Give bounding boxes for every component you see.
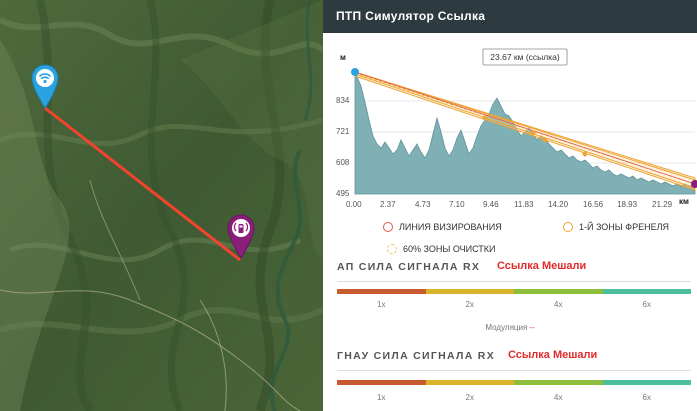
ptp-simulator-panel: ПТП Симулятор Ссылка м км 834 721 608 49…	[323, 0, 697, 411]
ap-signal-status: Ссылка Мешали	[497, 260, 587, 272]
y-tick: 721	[336, 127, 350, 136]
sta-signal-scale: 1x 2x 4x 6x	[337, 393, 691, 402]
y-unit-label: м	[340, 53, 346, 62]
scale-label: 6x	[642, 393, 651, 402]
y-tick: 608	[336, 158, 350, 167]
sta-signal-bar	[337, 380, 691, 385]
ap-signal-bar	[337, 289, 691, 294]
x-unit-label: км	[679, 197, 689, 206]
x-tick: 14.20	[548, 200, 569, 209]
satellite-terrain	[0, 0, 323, 411]
los-swatch-icon	[383, 222, 393, 232]
ap-signal-title: АП СИЛА СИГНАЛА RX	[337, 261, 480, 273]
x-tick: 16.56	[583, 200, 604, 209]
panel-header: ПТП Симулятор Ссылка	[323, 0, 697, 33]
x-tick: 21.29	[652, 200, 673, 209]
legend-fresnel-label: 1-Й ЗОНЫ ФРЕНЕЛЯ	[579, 222, 670, 232]
ap-signal-title-text: АП СИЛА СИГНАЛА RX	[337, 261, 481, 273]
legend-los-label: ЛИНИЯ ВИЗИРОВАНИЯ	[399, 222, 502, 232]
scale-label: 6x	[642, 300, 651, 309]
ap-signal-divider	[337, 281, 691, 282]
radio-tower-icon	[227, 214, 255, 259]
wifi-icon	[31, 64, 59, 109]
legend-clearance-label: 60% ЗОНЫ ОЧИСТКИ	[403, 244, 496, 254]
ap-map-pin[interactable]	[31, 64, 59, 115]
x-tick: 18.93	[617, 200, 638, 209]
x-tick: 4.73	[415, 200, 431, 209]
scale-label: 4x	[554, 393, 563, 402]
sta-signal-divider	[337, 370, 691, 371]
ap-signal-scale: 1x 2x 4x 6x	[337, 300, 691, 309]
legend-los[interactable]: ЛИНИЯ ВИЗИРОВАНИЯ	[383, 222, 502, 232]
legend-fresnel[interactable]: 1-Й ЗОНЫ ФРЕНЕЛЯ	[563, 222, 669, 232]
legend-clearance[interactable]: 60% ЗОНЫ ОЧИСТКИ	[387, 244, 496, 254]
modulation-row: Модуляция --	[323, 323, 697, 332]
clearance-swatch-icon	[387, 244, 397, 254]
link-line	[44, 106, 241, 262]
distance-callout: 23.67 км (ссылка)	[482, 48, 568, 66]
sta-signal-title-text: ГНАУ СИЛА СИГНАЛА RX	[337, 350, 495, 362]
scale-label: 4x	[554, 300, 563, 309]
modulation-value: --	[529, 323, 535, 332]
scale-label: 1x	[377, 393, 386, 402]
sta-signal-title: ГНАУ СИЛА СИГНАЛА RX	[337, 350, 495, 362]
x-tick: 2.37	[380, 200, 396, 209]
fresnel-swatch-icon	[563, 222, 573, 232]
y-tick: 834	[336, 96, 350, 105]
ap-endpoint	[351, 68, 359, 76]
panel-title: ПТП Симулятор Ссылка	[336, 9, 486, 23]
line-of-sight	[354, 71, 696, 185]
x-tick: 7.10	[449, 200, 465, 209]
station-endpoint	[691, 180, 697, 188]
fresnel-lower	[354, 73, 696, 189]
sta-signal-status: Ссылка Мешали	[508, 349, 598, 361]
scale-label: 2x	[465, 393, 474, 402]
distance-label: 23.67 км (ссылка)	[490, 52, 560, 62]
x-tick: 11.83	[514, 200, 534, 209]
elevation-profile-chart[interactable]: м км 834 721 608 495	[323, 44, 697, 214]
fresnel-upper	[354, 71, 696, 181]
x-tick: 9.46	[483, 200, 499, 209]
scale-label: 1x	[377, 300, 386, 309]
y-tick: 495	[336, 189, 350, 198]
map-view[interactable]	[0, 0, 323, 411]
station-map-pin[interactable]	[227, 214, 255, 265]
modulation-label: Модуляция	[485, 323, 528, 332]
scale-label: 2x	[465, 300, 474, 309]
x-tick: 0.00	[346, 200, 362, 209]
profile-legend: ЛИНИЯ ВИЗИРОВАНИЯ 1-Й ЗОНЫ ФРЕНЕЛЯ 60% З…	[323, 218, 697, 258]
obstruction-markers	[482, 115, 588, 157]
